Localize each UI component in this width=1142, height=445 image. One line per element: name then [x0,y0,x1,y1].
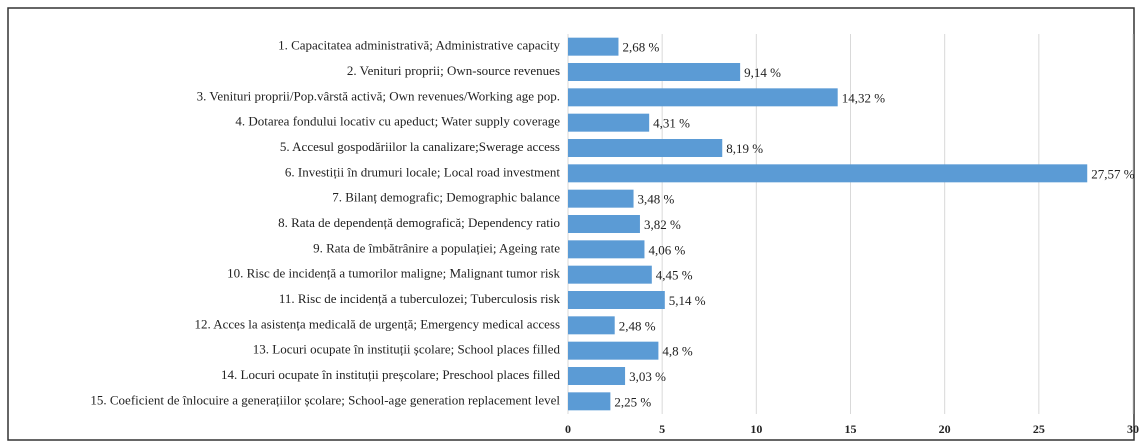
category-label: 7. Bilanț demografic; Demographic balanc… [332,190,560,205]
value-label: 3,82 % [644,217,681,232]
bar [568,189,634,208]
value-label: 8,19 % [726,141,763,156]
category-label: 14. Locuri ocupate în instituții preșcol… [221,367,560,382]
bar [568,88,838,107]
value-label: 3,48 % [638,192,675,207]
value-label: 2,48 % [619,318,656,333]
category-label: 6. Investiții în drumuri locale; Local r… [285,164,560,179]
bar [568,367,626,385]
x-tick-label: 25 [1033,422,1045,436]
category-label: 13. Locuri ocupate în instituții școlare… [253,342,561,357]
bar [568,63,741,81]
category-label: 12. Acces la asistența medicală de urgen… [194,316,560,331]
bar [568,37,619,56]
category-label: 2. Venituri proprii; Own-source revenues [347,63,560,78]
x-tick-label: 15 [845,422,857,436]
value-label: 5,14 % [669,293,706,308]
bar [568,215,640,233]
category-label: 10. Risc de incidență a tumorilor malign… [227,266,560,281]
value-label: 2,25 % [614,394,651,409]
value-label: 4,8 % [662,344,693,359]
category-label: 3. Venituri proprii/Pop.vârstă activă; O… [197,88,560,103]
category-label: 5. Accesul gospodăriilor la canalizare;S… [280,139,560,154]
value-label: 9,14 % [744,65,781,80]
bar [568,316,615,335]
value-label: 14,32 % [842,90,886,105]
bar [568,240,645,259]
bar [568,113,650,132]
bar [568,341,659,360]
category-label: 1. Capacitatea administrativă; Administr… [278,38,560,53]
x-tick-label: 10 [750,422,762,436]
category-label: 8. Rata de dependență demografică; Depen… [278,215,560,230]
value-label: 27,57 % [1091,166,1135,181]
x-tick-label: 30 [1127,422,1139,436]
value-label: 4,45 % [656,268,693,283]
value-label: 4,31 % [653,116,690,131]
bar [568,291,665,309]
value-label: 3,03 % [629,369,666,384]
bar [568,139,723,157]
x-tick-label: 20 [939,422,951,436]
category-label: 9. Rata de îmbătrânire a populației; Age… [313,240,560,255]
x-tick-label: 5 [659,422,665,436]
value-label: 2,68 % [622,40,659,55]
bar [568,265,652,284]
value-label: 4,06 % [648,242,685,257]
bar [568,392,611,411]
category-label: 11. Risc de incidență a tuberculozei; Tu… [279,291,561,306]
category-label: 4. Dotarea fondului locativ cu apeduct; … [235,114,560,129]
category-label: 15. Coeficient de înlocuire a generațiil… [90,392,560,407]
bar [568,164,1088,183]
x-tick-label: 0 [565,422,571,436]
